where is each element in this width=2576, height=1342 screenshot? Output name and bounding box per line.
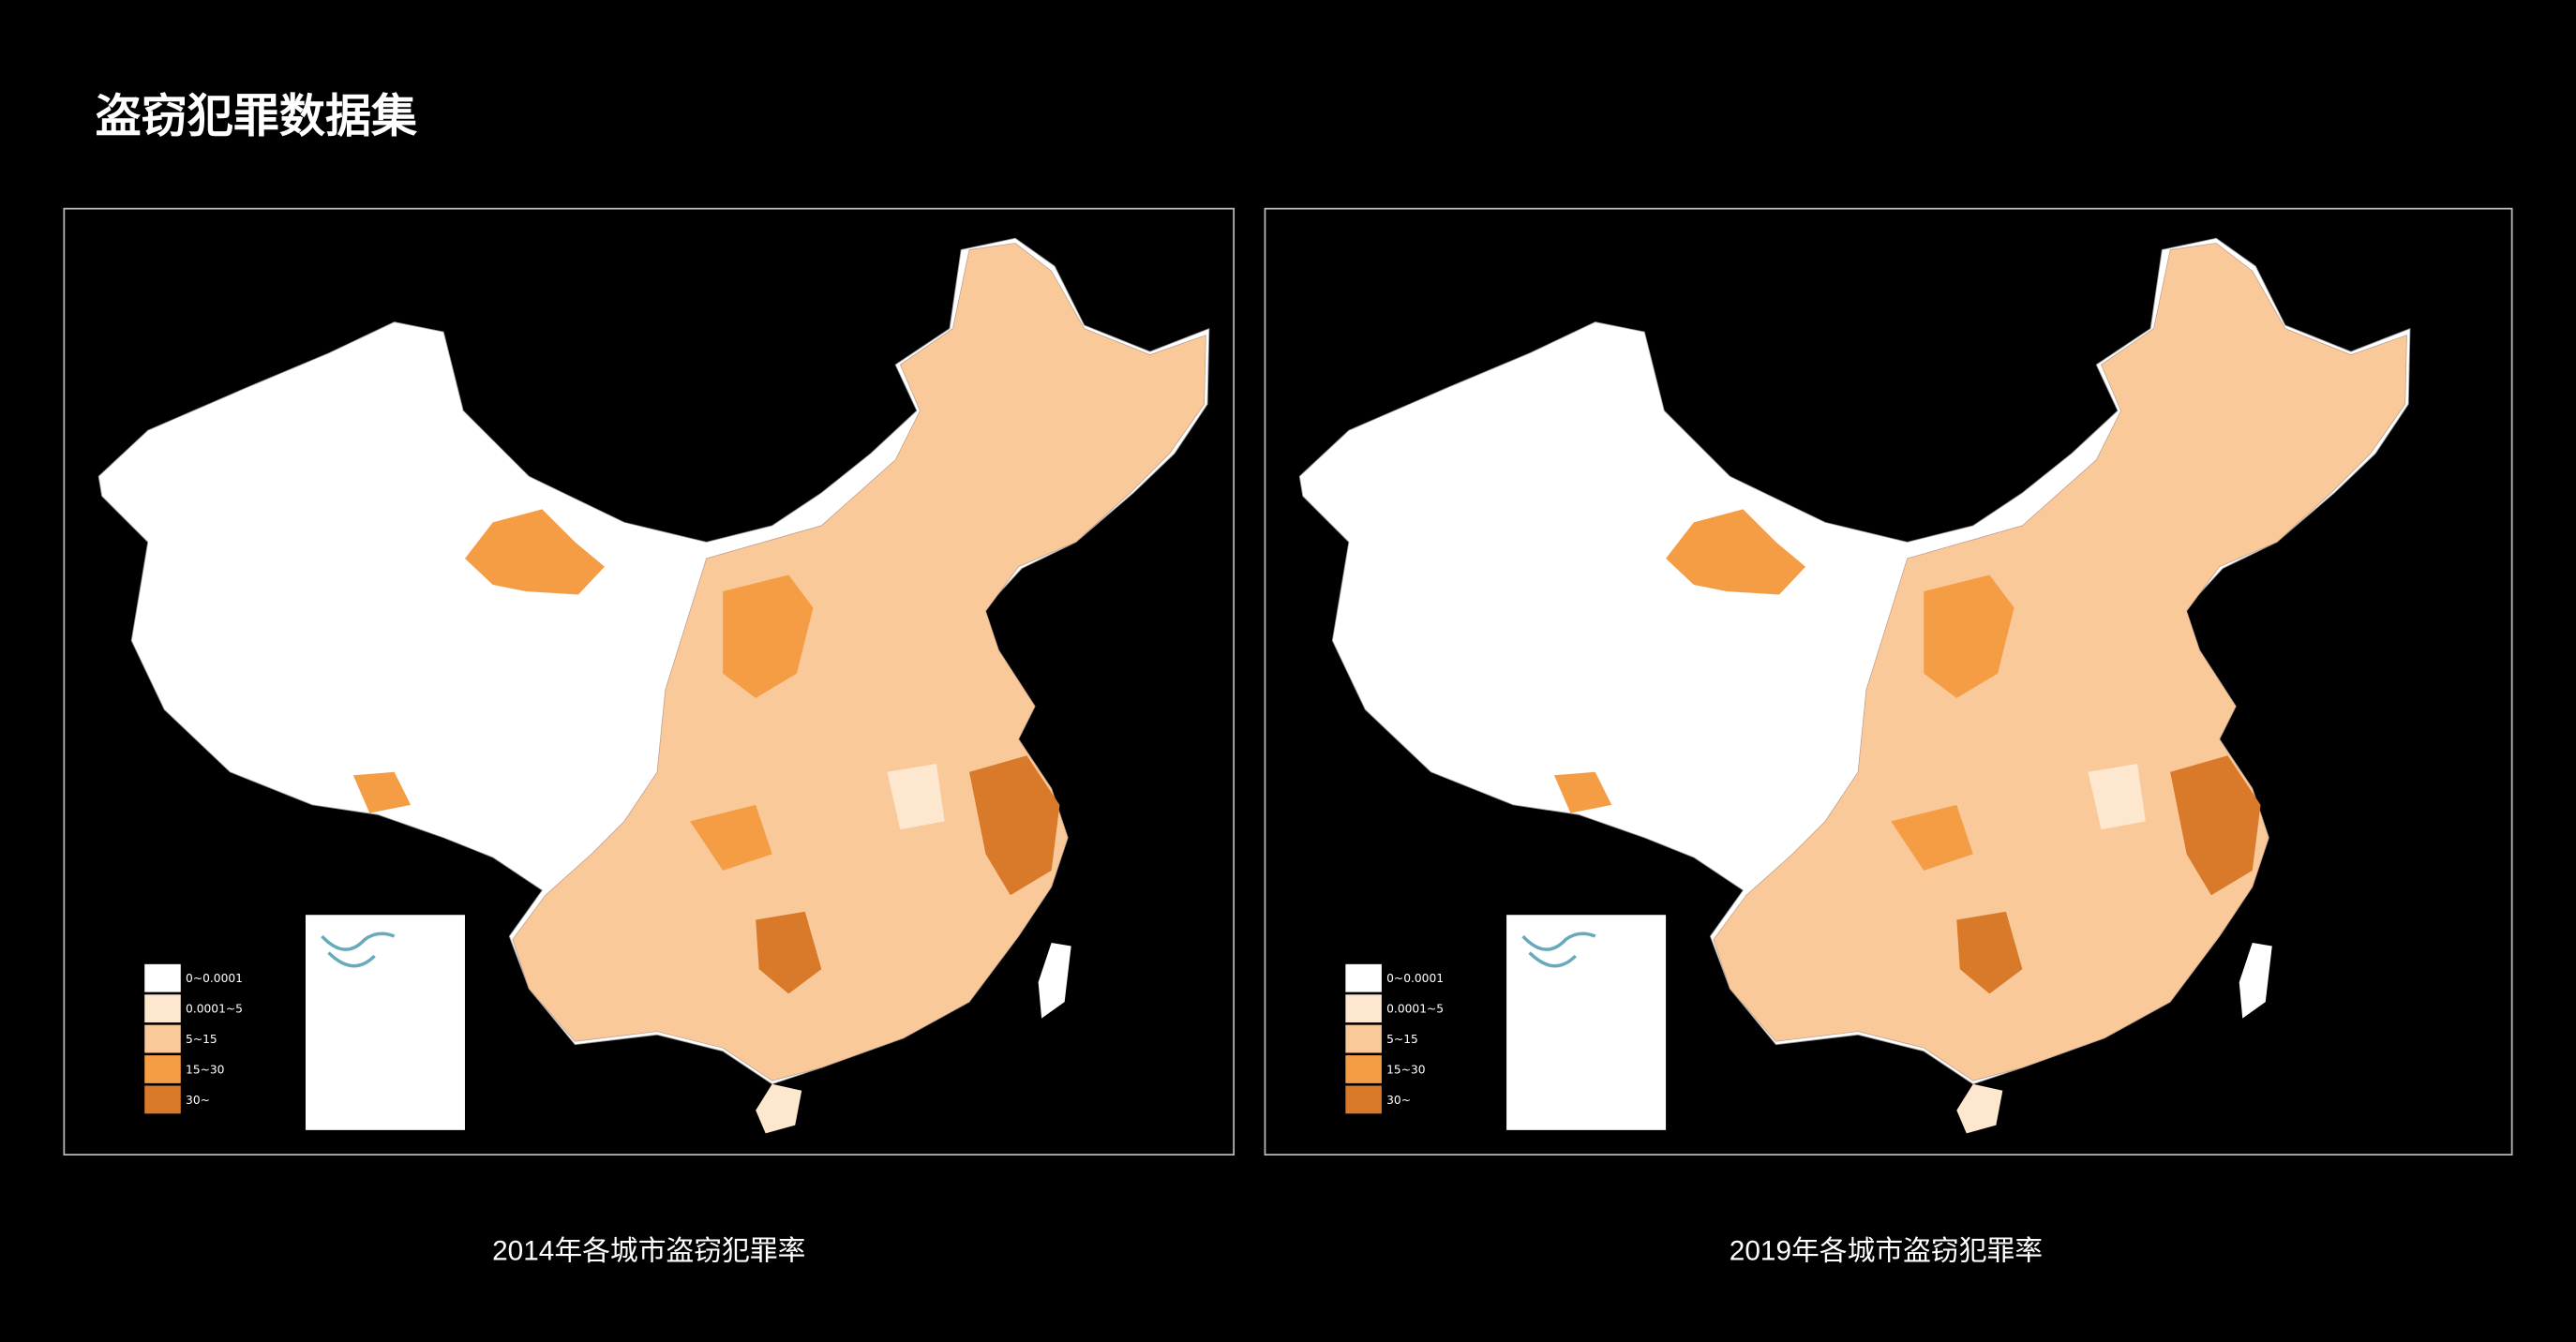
legend-label: 15~30 xyxy=(1386,1063,1425,1076)
legend-swatch xyxy=(144,1055,181,1083)
caption: 2014年各城市盗窃犯罪率 xyxy=(492,1235,805,1266)
legend-swatch xyxy=(1345,994,1382,1023)
legend-swatch xyxy=(144,963,181,992)
legend-label: 0~0.0001 xyxy=(1386,972,1444,985)
caption: 2019年各城市盗窃犯罪率 xyxy=(1730,1235,2043,1266)
legend-swatch xyxy=(1345,963,1382,992)
legend-swatch xyxy=(144,994,181,1023)
legend-swatch xyxy=(144,1024,181,1053)
legend-label: 0.0001~5 xyxy=(186,1003,243,1016)
legend-label: 30~ xyxy=(1386,1094,1411,1107)
legend-label: 15~30 xyxy=(186,1063,224,1076)
legend-label: 0~0.0001 xyxy=(186,972,243,985)
legend-swatch xyxy=(144,1085,181,1114)
legend-swatch xyxy=(1345,1024,1382,1053)
legend-label: 0.0001~5 xyxy=(1386,1003,1444,1016)
map-panel xyxy=(63,207,1236,1156)
legend-swatch xyxy=(1345,1085,1382,1114)
legend-swatch xyxy=(1345,1055,1382,1083)
legend-label: 5~15 xyxy=(186,1033,217,1046)
title: 盗窃犯罪数据集 xyxy=(96,88,417,142)
legend-label: 30~ xyxy=(186,1094,210,1107)
legend-label: 5~15 xyxy=(1386,1033,1418,1046)
map-panel xyxy=(1264,207,2513,1156)
